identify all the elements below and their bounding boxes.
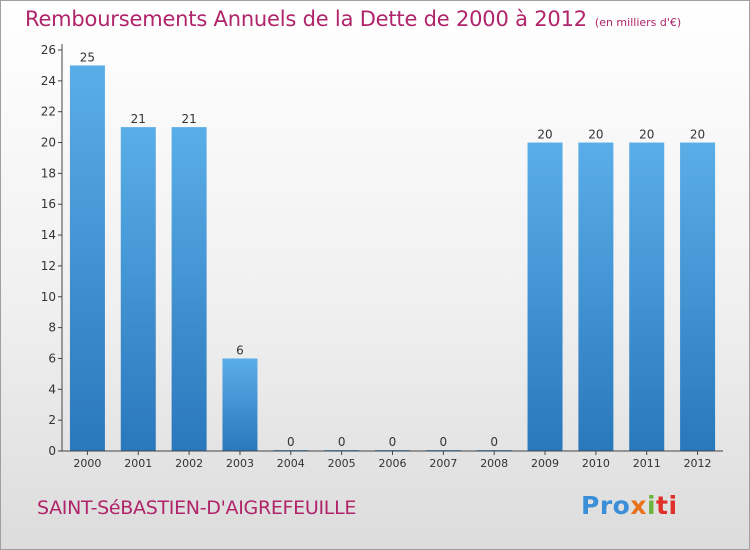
value-label-2004: 0 bbox=[287, 435, 295, 449]
x-tick-label-2012: 2012 bbox=[684, 457, 712, 470]
chart-title: Remboursements Annuels de la Dette de 20… bbox=[25, 7, 681, 31]
y-tick-label-6: 6 bbox=[48, 351, 56, 365]
bar-2011 bbox=[629, 142, 665, 452]
value-label-2001: 21 bbox=[131, 112, 146, 126]
logo-part-3: i bbox=[646, 491, 657, 520]
x-tick-label-2002: 2002 bbox=[175, 457, 203, 470]
y-tick-label-0: 0 bbox=[48, 444, 56, 458]
y-tick-label-22: 22 bbox=[41, 105, 56, 119]
bar-2001 bbox=[120, 127, 156, 451]
bar-2003 bbox=[222, 358, 258, 451]
y-tick-label-12: 12 bbox=[41, 259, 56, 273]
x-tick-label-2006: 2006 bbox=[379, 457, 407, 470]
y-tick-label-26: 26 bbox=[41, 43, 56, 57]
x-tick-label-2008: 2008 bbox=[480, 457, 508, 470]
value-label-2006: 0 bbox=[389, 435, 397, 449]
x-tick-label-2009: 2009 bbox=[531, 457, 559, 470]
value-label-2008: 0 bbox=[490, 435, 498, 449]
y-tick-label-4: 4 bbox=[48, 382, 56, 396]
proxiti-logo: Proxiti bbox=[581, 491, 678, 520]
y-tick-label-16: 16 bbox=[41, 197, 56, 211]
y-tick-label-8: 8 bbox=[48, 321, 56, 335]
bar-2002 bbox=[171, 127, 207, 451]
x-tick-label-2004: 2004 bbox=[277, 457, 305, 470]
x-tick-label-2001: 2001 bbox=[124, 457, 152, 470]
x-tick-label-2007: 2007 bbox=[429, 457, 457, 470]
x-tick-label-2010: 2010 bbox=[582, 457, 610, 470]
logo-part-2: x bbox=[630, 491, 647, 520]
value-label-2007: 0 bbox=[440, 435, 448, 449]
x-tick-label-2003: 2003 bbox=[226, 457, 254, 470]
bar-2000 bbox=[69, 65, 105, 451]
y-tick-label-14: 14 bbox=[41, 228, 56, 242]
y-tick-label-10: 10 bbox=[41, 290, 56, 304]
chart-title-text: Remboursements Annuels de la Dette de 20… bbox=[25, 7, 587, 31]
value-label-2010: 20 bbox=[588, 128, 603, 142]
value-label-2005: 0 bbox=[338, 435, 346, 449]
value-label-2000: 25 bbox=[80, 50, 95, 64]
logo-part-1: Pro bbox=[581, 491, 631, 520]
y-tick-label-20: 20 bbox=[41, 136, 56, 150]
bar-2009 bbox=[527, 142, 563, 452]
chart-unit: (en milliers d'€) bbox=[594, 16, 682, 29]
value-label-2011: 20 bbox=[639, 128, 654, 142]
x-tick-label-2011: 2011 bbox=[633, 457, 661, 470]
value-label-2009: 20 bbox=[537, 128, 552, 142]
place-name: SAINT-SéBASTIEN-D'AIGREFEUILLE bbox=[37, 497, 357, 519]
y-tick-label-2: 2 bbox=[48, 413, 56, 427]
bar-2012 bbox=[680, 142, 716, 452]
bar-2010 bbox=[578, 142, 614, 452]
value-label-2012: 20 bbox=[690, 128, 705, 142]
y-tick-label-24: 24 bbox=[41, 74, 56, 88]
logo-part-4: ti bbox=[656, 491, 678, 520]
y-tick-label-18: 18 bbox=[41, 166, 56, 180]
value-label-2002: 21 bbox=[181, 112, 196, 126]
value-label-2003: 6 bbox=[236, 343, 244, 357]
x-tick-label-2005: 2005 bbox=[328, 457, 356, 470]
x-tick-label-2000: 2000 bbox=[73, 457, 101, 470]
